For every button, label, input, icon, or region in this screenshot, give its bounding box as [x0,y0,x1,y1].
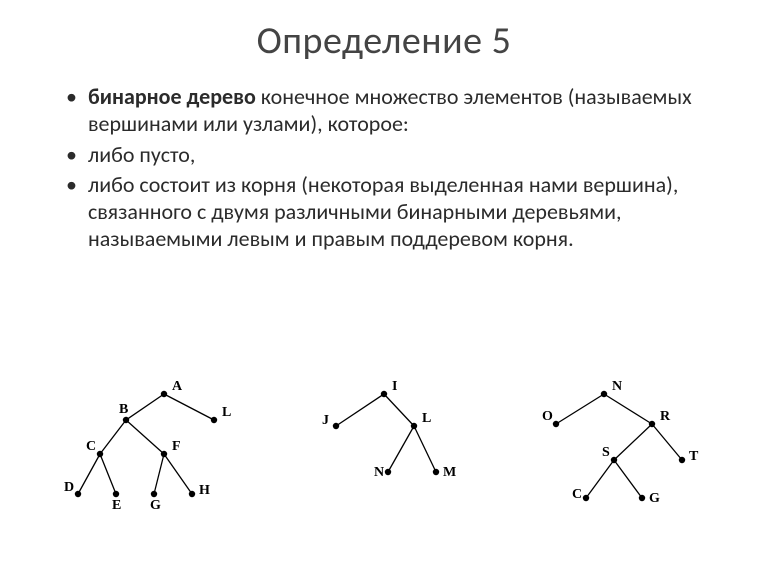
tree-node-label: C [86,439,96,454]
tree-edge [414,426,436,472]
tree-edge [78,454,100,494]
tree-edge [652,424,682,460]
bullet-list: бинарное дерево конечное множество элеме… [60,84,708,253]
tree-edge [100,454,116,494]
bullet-text: либо состоит из корня (некоторая выделен… [88,171,678,252]
tree-node [583,495,589,501]
tree-node-label: O [542,409,553,424]
tree-node-label: G [150,498,161,513]
tree-edge [164,394,214,420]
tree-node-label: E [112,498,121,513]
tree-node [411,423,417,429]
tree-node [211,417,217,423]
bullet-text: либо пусто, [88,141,195,168]
tree-node-label: T [689,449,699,464]
tree-node [75,491,81,497]
bullet-bold: бинарное дерево [88,83,256,110]
tree-node [381,391,387,397]
tree-node-label: A [172,379,183,394]
tree-node-label: F [172,439,181,454]
tree-node-label: N [374,465,384,480]
tree-node [123,417,129,423]
tree-node [113,491,119,497]
tree-edge [388,426,414,472]
tree-edge [384,394,414,426]
tree-node-label: R [660,409,671,424]
tree-edge [126,394,164,420]
tree-node-label: I [392,379,397,394]
page-title: Определение 5 [0,0,768,64]
tree-edge [164,454,192,494]
tree-edge [556,394,604,424]
tree-node [385,469,391,475]
tree-node-label: H [199,483,210,498]
slide: Определение 5 бинарное дерево конечное м… [0,0,768,576]
tree-node-label: N [612,379,622,394]
tree-node-label: J [322,413,329,428]
tree-edge [614,460,642,498]
body-text: бинарное дерево конечное множество элеме… [0,64,768,253]
tree-node [553,421,559,427]
tree-node-label: M [443,465,456,480]
tree-node [611,457,617,463]
tree-node-label: D [64,480,74,495]
tree-edge [126,420,164,454]
tree-diagram-2: I J L N M [304,376,464,516]
tree-node-label: B [119,402,128,417]
bullet-item: бинарное дерево конечное множество элеме… [60,84,708,138]
tree-edge [336,394,384,426]
tree-node [161,451,167,457]
bullet-item: либо пусто, [60,142,708,169]
tree-edge [586,460,614,498]
tree-node [639,495,645,501]
tree-node [161,391,167,397]
tree-node [97,451,103,457]
tree-diagram-row: A B L C F D E G H I J L N M N O R S T C G [0,376,768,516]
tree-node-label: C [572,487,582,502]
tree-node-label: L [222,405,231,420]
tree-node [189,491,195,497]
tree-node [649,421,655,427]
tree-edge [604,394,652,424]
tree-node-label: G [649,491,660,506]
tree-diagram-1: A B L C F D E G H [64,376,264,516]
tree-node [601,391,607,397]
tree-edge [154,454,164,494]
tree-node [433,469,439,475]
tree-node [679,457,685,463]
tree-node [151,491,157,497]
tree-edge [614,424,652,460]
tree-node [333,423,339,429]
bullet-item: либо состоит из корня (некоторая выделен… [60,172,708,252]
tree-node-label: L [422,411,431,426]
tree-edge [100,420,126,454]
tree-node-label: S [602,445,610,460]
tree-diagram-3: N O R S T C G [504,376,704,516]
